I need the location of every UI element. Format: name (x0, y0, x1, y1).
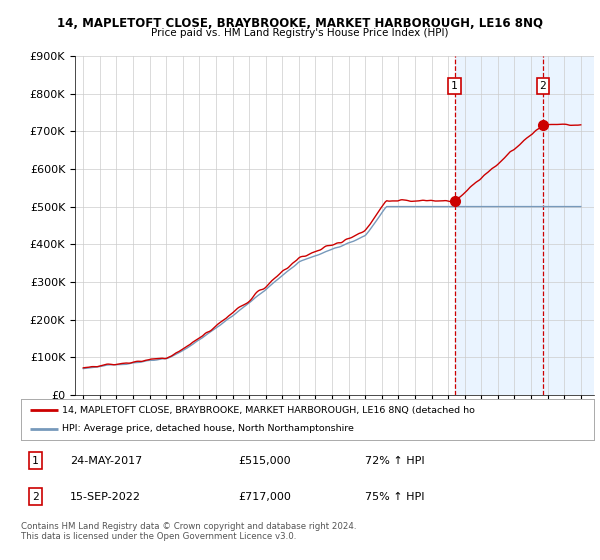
Bar (455, 56, 594, 395)
Text: 72% ↑ HPI: 72% ↑ HPI (365, 455, 424, 465)
Text: 14, MAPLETOFT CLOSE, BRAYBROOKE, MARKET HARBOROUGH, LE16 8NQ: 14, MAPLETOFT CLOSE, BRAYBROOKE, MARKET … (57, 17, 543, 30)
Text: Price paid vs. HM Land Registry's House Price Index (HPI): Price paid vs. HM Land Registry's House … (151, 28, 449, 38)
Text: 1: 1 (451, 81, 458, 91)
Text: 2: 2 (32, 492, 39, 502)
Text: 2: 2 (539, 81, 546, 91)
Text: 1: 1 (32, 455, 39, 465)
Text: £717,000: £717,000 (239, 492, 292, 502)
Text: 75% ↑ HPI: 75% ↑ HPI (365, 492, 424, 502)
Text: 15-SEP-2022: 15-SEP-2022 (70, 492, 141, 502)
Text: Contains HM Land Registry data © Crown copyright and database right 2024.
This d: Contains HM Land Registry data © Crown c… (21, 522, 356, 542)
Text: 14, MAPLETOFT CLOSE, BRAYBROOKE, MARKET HARBOROUGH, LE16 8NQ (detached ho: 14, MAPLETOFT CLOSE, BRAYBROOKE, MARKET … (62, 405, 475, 414)
Text: 24-MAY-2017: 24-MAY-2017 (70, 455, 142, 465)
Text: £515,000: £515,000 (239, 455, 292, 465)
Text: HPI: Average price, detached house, North Northamptonshire: HPI: Average price, detached house, Nort… (62, 424, 354, 433)
